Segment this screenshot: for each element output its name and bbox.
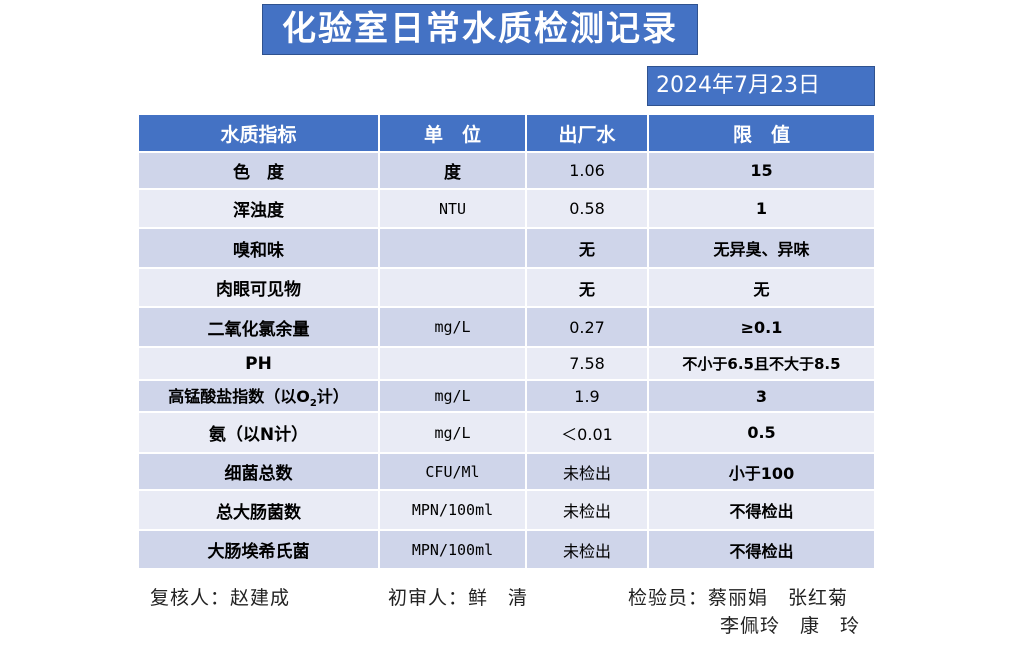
indicator-name: 肉眼可见物 (137, 267, 380, 308)
table-row: 肉眼可见物 无 无 (137, 267, 876, 308)
limit-value: 15 (647, 151, 876, 190)
column-header-indicator: 水质指标 (137, 113, 380, 153)
page-title: 化验室日常水质检测记录 (262, 4, 698, 55)
indicator-name-post: 计） (316, 386, 349, 406)
table-row: 色 度 度 1.06 15 (137, 151, 876, 190)
indicator-name: 嗅和味 (137, 227, 380, 269)
unit-cell: MPN/100ml (378, 529, 527, 570)
unit-cell (378, 267, 527, 308)
inspectors-line-2: 李佩玲 康 玲 (720, 615, 861, 637)
table-row: 氨（以N计） mg/L ＜0.01 0.5 (137, 411, 876, 454)
indicator-name: 二氧化氯余量 (137, 306, 380, 348)
limit-value: 不得检出 (647, 529, 876, 570)
unit-cell: mg/L (378, 379, 527, 413)
indicator-name: 细菌总数 (137, 452, 380, 491)
indicator-name-subscript: 2 (309, 398, 317, 410)
unit-cell (378, 227, 527, 269)
indicator-name-pre: 高锰酸盐指数（以O (168, 386, 310, 406)
column-header-limit: 限 值 (647, 113, 876, 153)
limit-value: 3 (647, 379, 876, 413)
outlet-value: 0.27 (525, 306, 649, 348)
outlet-value: 未检出 (525, 489, 649, 531)
unit-cell (378, 346, 527, 381)
inspectors-line-1: 检验员：蔡丽娟 张红菊 (628, 587, 849, 609)
column-header-unit: 单 位 (378, 113, 527, 153)
unit-cell: CFU/Ml (378, 452, 527, 491)
limit-value: 无异臭、异味 (647, 227, 876, 269)
outlet-value: 1.9 (525, 379, 649, 413)
outlet-value: 无 (525, 267, 649, 308)
record-date: 2024年7月23日 (647, 66, 875, 106)
indicator-name: 氨（以N计） (137, 411, 380, 454)
limit-value: 不小于6.5且不大于8.5 (647, 346, 876, 381)
unit-cell: mg/L (378, 306, 527, 348)
first-reviewer-signature: 初审人：鲜 清 (388, 587, 529, 609)
outlet-value: 未检出 (525, 452, 649, 491)
outlet-value: 7.58 (525, 346, 649, 381)
indicator-name: 大肠埃希氏菌 (137, 529, 380, 570)
table-row: 嗅和味 无 无异臭、异味 (137, 227, 876, 269)
table-row: 细菌总数 CFU/Ml 未检出 小于100 (137, 452, 876, 491)
outlet-value: 未检出 (525, 529, 649, 570)
outlet-value: ＜0.01 (525, 411, 649, 454)
outlet-value: 0.58 (525, 188, 649, 229)
outlet-value: 1.06 (525, 151, 649, 190)
outlet-value: 无 (525, 227, 649, 269)
reviewer-signature: 复核人：赵建成 (150, 587, 291, 609)
table-row: PH 7.58 不小于6.5且不大于8.5 (137, 346, 876, 381)
unit-cell: mg/L (378, 411, 527, 454)
table-header-row: 水质指标 单 位 出厂水 限 值 (137, 113, 876, 153)
limit-value: 不得检出 (647, 489, 876, 531)
indicator-name: 总大肠菌数 (137, 489, 380, 531)
unit-cell: MPN/100ml (378, 489, 527, 531)
limit-value: 小于100 (647, 452, 876, 491)
indicator-name: PH (137, 346, 380, 381)
water-quality-table: 水质指标 单 位 出厂水 限 值 色 度 度 1.06 15 浑浊度 NTU 0… (137, 113, 876, 570)
limit-value: ≥0.1 (647, 306, 876, 348)
indicator-name: 色 度 (137, 151, 380, 190)
table-row: 总大肠菌数 MPN/100ml 未检出 不得检出 (137, 489, 876, 531)
unit-cell: NTU (378, 188, 527, 229)
table-row: 高锰酸盐指数（以O2计） mg/L 1.9 3 (137, 379, 876, 413)
limit-value: 0.5 (647, 411, 876, 454)
limit-value: 无 (647, 267, 876, 308)
indicator-name: 浑浊度 (137, 188, 380, 229)
table-row: 大肠埃希氏菌 MPN/100ml 未检出 不得检出 (137, 529, 876, 570)
unit-cell: 度 (378, 151, 527, 190)
indicator-name: 高锰酸盐指数（以O2计） (137, 379, 380, 413)
table-row: 浑浊度 NTU 0.58 1 (137, 188, 876, 229)
limit-value: 1 (647, 188, 876, 229)
column-header-outlet-water: 出厂水 (525, 113, 649, 153)
table-row: 二氧化氯余量 mg/L 0.27 ≥0.1 (137, 306, 876, 348)
